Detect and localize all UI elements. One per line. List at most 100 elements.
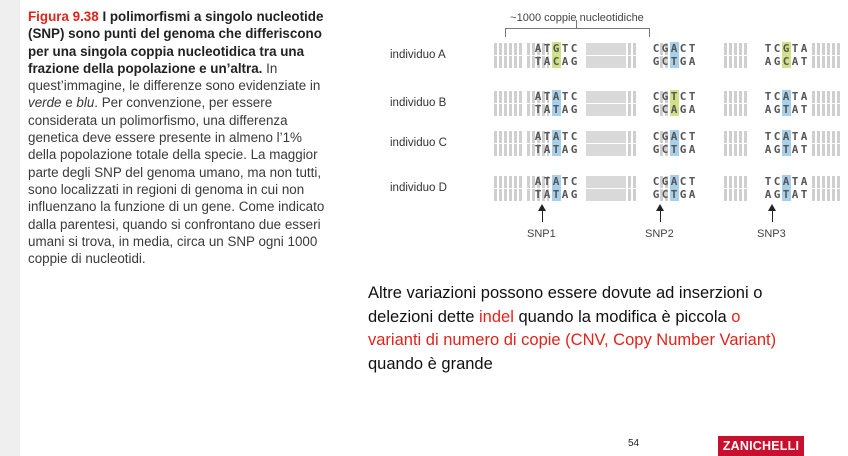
strand-segment bbox=[660, 189, 668, 201]
nucleotide: T bbox=[561, 175, 570, 188]
nucleotide: C bbox=[679, 175, 688, 188]
nucleotide: T bbox=[800, 55, 809, 68]
nucleotide: T bbox=[800, 103, 809, 116]
strand-segment bbox=[527, 104, 549, 116]
snp-arrowhead bbox=[538, 204, 546, 211]
figure-caption: Figura 9.38 I polimorfismi a singolo nuc… bbox=[28, 8, 328, 267]
nucleotide: C bbox=[570, 175, 579, 188]
nucleotide: C bbox=[570, 130, 579, 143]
dna-row: individuo C ATATC CGACT TCATA TATAG GCTGA AGTA… bbox=[380, 130, 842, 158]
caption-title: I polimorfismi a singolo nucleotide (SNP… bbox=[28, 9, 324, 76]
snp2-sequence: GCTGA bbox=[652, 188, 697, 201]
nucleotide: C bbox=[652, 130, 661, 143]
caption-blue-word: blu bbox=[76, 95, 95, 111]
strand-segment bbox=[586, 104, 626, 116]
nucleotide: A bbox=[552, 175, 561, 188]
strand-segment bbox=[812, 104, 842, 116]
nucleotide: G bbox=[570, 188, 579, 201]
body-indel: indel bbox=[479, 307, 514, 326]
snp3-sequence: TCATA bbox=[764, 130, 809, 143]
body-cnv: o varianti di numero di copie (CNV, Copy… bbox=[368, 307, 777, 350]
nucleotide: T bbox=[688, 130, 697, 143]
dna-row: individuo A ATGTC CGACT TCGTA TACAG GCTGA AGCA… bbox=[380, 42, 842, 70]
nucleotide: G bbox=[570, 143, 579, 156]
snp2-sequence: CGACT bbox=[652, 42, 697, 55]
nucleotide: C bbox=[652, 90, 661, 103]
strand-segment bbox=[812, 189, 842, 201]
nucleotide: C bbox=[652, 175, 661, 188]
nucleotide: A bbox=[561, 55, 570, 68]
nucleotide: C bbox=[552, 55, 561, 68]
caption-text-2: . Per convenzione, per essere considerat… bbox=[28, 95, 325, 267]
nucleotide: A bbox=[534, 175, 543, 188]
nucleotide: C bbox=[773, 130, 782, 143]
nucleotide: A bbox=[688, 55, 697, 68]
strand-segment bbox=[724, 56, 748, 68]
nucleotide: T bbox=[552, 103, 561, 116]
nucleotide: A bbox=[791, 188, 800, 201]
nucleotide: C bbox=[570, 42, 579, 55]
strand-segment bbox=[494, 43, 524, 55]
dna-row: individuo D ATATC CGACT TCATA TATAG GCTGA AGTA… bbox=[380, 175, 842, 203]
snp2-sequence: CGACT bbox=[652, 175, 697, 188]
nucleotide: T bbox=[552, 143, 561, 156]
strand-segment bbox=[660, 56, 668, 68]
strand-segment bbox=[586, 144, 626, 156]
snp3-sequence: AGCAT bbox=[764, 55, 809, 68]
snp1-sequence: ATATC bbox=[534, 90, 579, 103]
strand-segment bbox=[586, 91, 626, 103]
strand-segment bbox=[660, 176, 668, 188]
snp2-sequence: GCTGA bbox=[652, 143, 697, 156]
strand-segment bbox=[812, 176, 842, 188]
nucleotide: T bbox=[561, 130, 570, 143]
nucleotide: A bbox=[764, 55, 773, 68]
nucleotide: A bbox=[782, 90, 791, 103]
page-number: 54 bbox=[628, 438, 640, 449]
nucleotide: A bbox=[791, 143, 800, 156]
individual-label: individuo C bbox=[390, 137, 447, 149]
nucleotide: C bbox=[773, 90, 782, 103]
snp1-sequence: TATAG bbox=[534, 143, 579, 156]
strand-segment bbox=[724, 144, 748, 156]
strand-segment bbox=[494, 189, 524, 201]
nucleotide: C bbox=[661, 103, 670, 116]
strand-segment bbox=[628, 43, 636, 55]
nucleotide: T bbox=[561, 90, 570, 103]
strand-segment bbox=[494, 144, 524, 156]
nucleotide: T bbox=[791, 175, 800, 188]
nucleotide: T bbox=[791, 42, 800, 55]
nucleotide: G bbox=[652, 143, 661, 156]
strand-segment bbox=[724, 189, 748, 201]
nucleotide: G bbox=[773, 55, 782, 68]
nucleotide: T bbox=[764, 42, 773, 55]
nucleotide: T bbox=[670, 55, 679, 68]
strand-segment bbox=[660, 43, 668, 55]
snp3-sequence: AGTAT bbox=[764, 103, 809, 116]
nucleotide: A bbox=[561, 143, 570, 156]
strand-segment bbox=[494, 56, 524, 68]
nucleotide: T bbox=[782, 143, 791, 156]
caption-green-word: verde bbox=[28, 95, 62, 111]
nucleotide: A bbox=[670, 103, 679, 116]
snp-arrow bbox=[542, 210, 543, 222]
strand-segment bbox=[724, 176, 748, 188]
body-part-3: quando è grande bbox=[368, 354, 493, 373]
snp-label: SNP3 bbox=[757, 228, 786, 240]
body-part-2: quando la modifica è piccola bbox=[513, 307, 732, 326]
nucleotide: T bbox=[670, 90, 679, 103]
nucleotide: G bbox=[782, 42, 791, 55]
nucleotide: G bbox=[661, 42, 670, 55]
strand-segment bbox=[628, 144, 636, 156]
nucleotide: T bbox=[764, 175, 773, 188]
strand-segment bbox=[527, 43, 549, 55]
nucleotide: A bbox=[800, 90, 809, 103]
figure-label: Figura 9.38 bbox=[28, 9, 99, 24]
nucleotide: G bbox=[661, 90, 670, 103]
nucleotide: A bbox=[670, 175, 679, 188]
snp2-sequence: CGTCT bbox=[652, 90, 697, 103]
snp2-sequence: GCTGA bbox=[652, 55, 697, 68]
strand-segment bbox=[812, 43, 842, 55]
nucleotide: C bbox=[652, 42, 661, 55]
snp1-sequence: ATGTC bbox=[534, 42, 579, 55]
snp1-sequence: TATAG bbox=[534, 188, 579, 201]
